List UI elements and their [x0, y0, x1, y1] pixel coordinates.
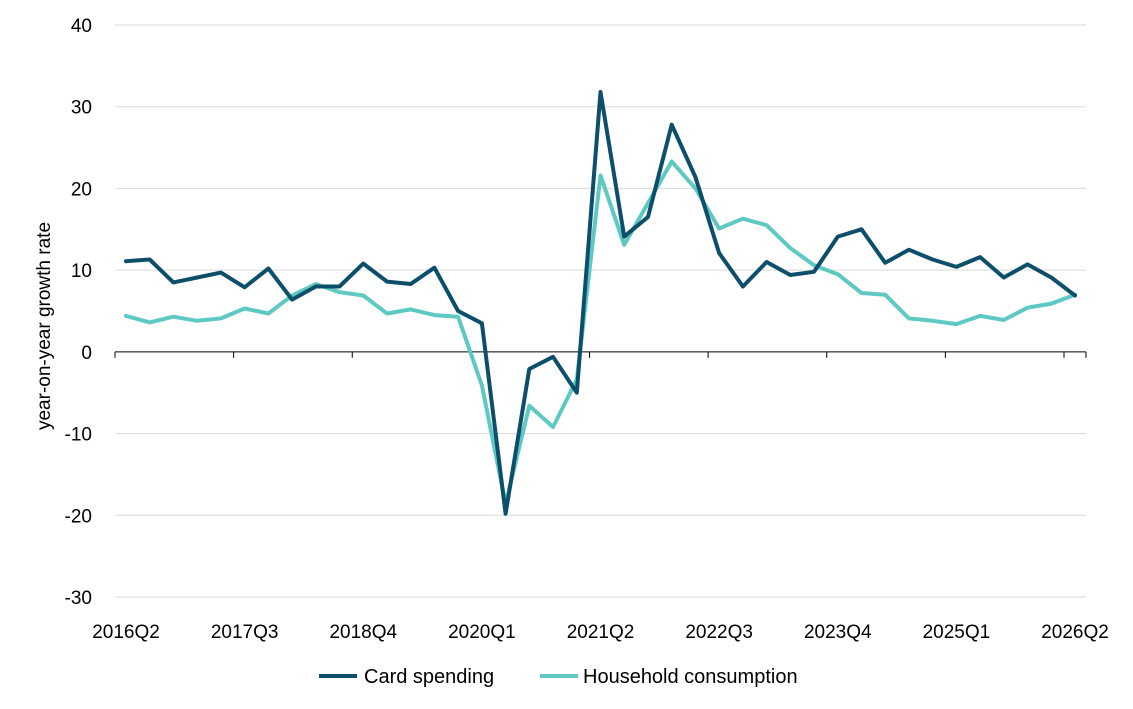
x-tick-label: 2016Q2 — [92, 622, 160, 643]
y-tick-labels: -30 -20 -10 0 10 20 30 40 — [65, 16, 92, 609]
y-tick-label: 20 — [71, 179, 92, 200]
y-tick-label: 30 — [71, 98, 92, 119]
series-line-household-consumption — [124, 159, 1077, 506]
legend-label: Card spending — [364, 666, 494, 688]
x-tick-label: 2021Q2 — [567, 622, 635, 643]
x-tick-label: 2017Q3 — [211, 622, 279, 643]
y-tick-label: 10 — [71, 261, 92, 282]
legend-label: Household consumption — [583, 666, 798, 688]
x-tick-label: 2018Q4 — [329, 622, 397, 643]
y-tick-label: -10 — [65, 425, 92, 446]
y-tick-label: -20 — [65, 506, 92, 527]
x-tick-label: 2022Q3 — [685, 622, 753, 643]
y-tick-label: 0 — [81, 343, 92, 364]
x-tick-labels: 2016Q2 2017Q3 2018Q4 2020Q1 2021Q2 2022Q3 2023… — [92, 622, 1109, 643]
series-lines — [124, 90, 1077, 516]
y-axis-title: year-on-year growth rate — [34, 222, 55, 430]
x-tick-label: 2020Q1 — [448, 622, 516, 643]
x-tick-label: 2026Q2 — [1041, 622, 1109, 643]
legend: Card spending Household consumption — [319, 666, 798, 688]
y-tick-label: -30 — [65, 588, 92, 609]
y-tick-label: 40 — [71, 16, 92, 37]
x-tick-label: 2025Q1 — [923, 622, 991, 643]
series-line-card-spending — [124, 90, 1077, 516]
x-axis — [114, 351, 1087, 358]
x-tick-label: 2023Q4 — [804, 622, 872, 643]
